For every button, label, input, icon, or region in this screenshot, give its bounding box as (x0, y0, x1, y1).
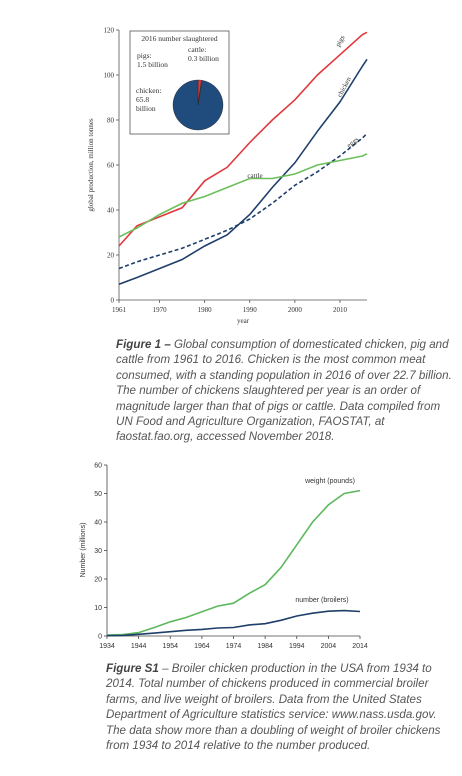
x-axis-label: year (237, 317, 250, 325)
y-tick-label: 0 (98, 634, 102, 641)
pie-slice (172, 79, 224, 131)
pie-value-label-line: 65.8 (136, 95, 149, 104)
y-tick-label: 40 (107, 207, 115, 215)
x-tick-label: 1934 (99, 643, 115, 650)
series-label: cattle (247, 172, 262, 180)
x-tick-label: 2010 (333, 306, 348, 314)
y-tick-label: 100 (104, 72, 115, 80)
series-line (106, 489, 361, 636)
series-label: eggs (345, 135, 360, 149)
y-tick-label: 20 (107, 252, 115, 260)
y-tick-label: 50 (94, 491, 102, 498)
series-label: chicken (336, 75, 354, 98)
x-tick-label: 2004 (321, 643, 337, 650)
series-line (118, 58, 368, 286)
caption-label: Figure 1 – (116, 338, 171, 351)
x-tick-label: 2014 (352, 643, 368, 650)
x-tick-label: 1944 (131, 643, 147, 650)
x-tick-label: 1964 (194, 643, 210, 650)
x-tick-label: 1970 (153, 306, 168, 314)
series-label: number (broilers) (295, 597, 348, 604)
x-tick-label: 2000 (288, 306, 303, 314)
caption-text: Global consumption of domesticated chick… (116, 338, 452, 444)
x-tick-label: 1990 (243, 306, 258, 314)
series-line (118, 31, 368, 247)
y-tick-label: 60 (94, 463, 102, 470)
x-tick-label: 1954 (162, 643, 178, 650)
pie-category: pigs: (137, 51, 152, 60)
y-tick-label: 80 (107, 117, 115, 125)
series-line (118, 132, 368, 270)
caption-label: Figure S1 (106, 662, 159, 675)
y-tick-label: 30 (94, 548, 102, 555)
caption-text: – Broiler chicken production in the USA … (106, 662, 441, 753)
y-axis-label: global production, million tonnes (87, 118, 95, 212)
series-label: weight (pounds) (304, 478, 355, 485)
chart: 0 10 20 30 40 50 60 1934 1944 1954 1964 1974 1984 199… (80, 463, 368, 651)
x-tick-label: 1984 (257, 643, 273, 650)
pie-value-label: 1.5 billion (137, 60, 168, 69)
y-tick-label: 0 (111, 297, 115, 305)
pie-value-label-line: billion (136, 104, 156, 113)
x-tick-label: 1961 (112, 306, 127, 314)
pie-category: chicken: (136, 86, 161, 95)
y-tick-label: 60 (107, 162, 115, 170)
series-label: pigs (334, 34, 347, 48)
y-tick-label: 40 (94, 520, 102, 527)
caption: Figure S1 – Broiler chicken production i… (106, 661, 456, 753)
y-tick-label: 10 (94, 605, 102, 612)
x-tick-label: 1994 (289, 643, 305, 650)
inset-pie: 2016 number slaughtered pigs:1.5 billion c… (129, 30, 230, 135)
y-tick-label: 120 (104, 27, 115, 35)
inset-title: 2016 number slaughtered (141, 34, 217, 43)
caption: Figure 1 – Global consumption of domesti… (116, 337, 458, 445)
y-tick-label: 20 (94, 577, 102, 584)
chart: 0 20 40 60 80 100 120 1961 1970 1980 1990 2000 2010 g… (87, 27, 368, 325)
x-tick-label: 1980 (198, 306, 213, 314)
series-line (118, 153, 368, 238)
x-tick-label: 1974 (226, 643, 242, 650)
pie-value-label: 0.3 billion (188, 54, 219, 63)
y-axis-label: Number (millions) (80, 523, 87, 578)
pie-value-label: 65.8 billion (136, 95, 156, 113)
pie-category: cattle: (188, 45, 206, 54)
series-line (106, 609, 361, 637)
